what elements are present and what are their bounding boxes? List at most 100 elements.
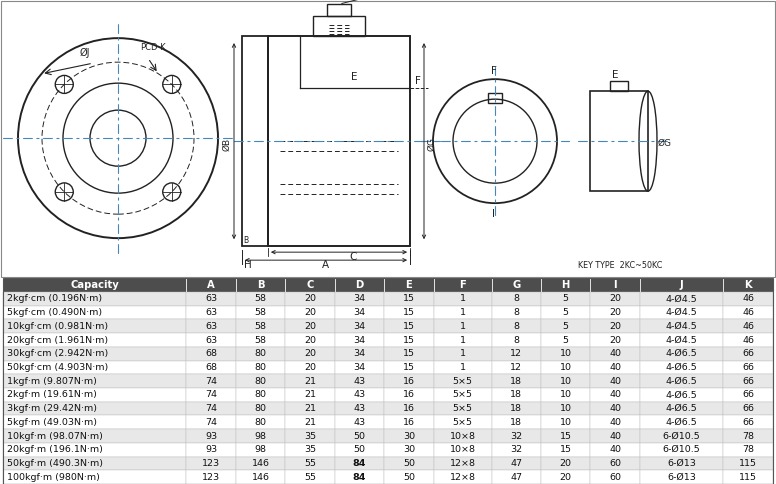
Text: 2kgf·cm (0.196N·m): 2kgf·cm (0.196N·m) bbox=[7, 294, 102, 303]
Text: 50: 50 bbox=[353, 445, 365, 454]
Text: 74: 74 bbox=[205, 377, 217, 386]
Text: 78: 78 bbox=[742, 432, 754, 440]
Text: 98: 98 bbox=[255, 432, 266, 440]
Text: 1: 1 bbox=[459, 322, 466, 331]
Text: I: I bbox=[613, 280, 617, 290]
Bar bbox=[723, 292, 773, 306]
Bar bbox=[541, 402, 591, 415]
Bar bbox=[236, 361, 286, 374]
Bar bbox=[491, 306, 541, 319]
Text: 21: 21 bbox=[304, 377, 316, 386]
Bar bbox=[186, 278, 236, 292]
Text: 43: 43 bbox=[353, 404, 365, 413]
Text: 6-Ø13: 6-Ø13 bbox=[667, 473, 696, 482]
Text: 18: 18 bbox=[511, 391, 522, 399]
Text: 84: 84 bbox=[353, 459, 366, 468]
Bar bbox=[186, 319, 236, 333]
Text: 80: 80 bbox=[255, 363, 266, 372]
Text: 10kgf·cm (0.981N·m): 10kgf·cm (0.981N·m) bbox=[7, 322, 108, 331]
Text: 5×5: 5×5 bbox=[452, 391, 473, 399]
Text: 40: 40 bbox=[609, 445, 621, 454]
Text: 66: 66 bbox=[742, 404, 754, 413]
Bar bbox=[541, 347, 591, 361]
Bar bbox=[186, 402, 236, 415]
Bar bbox=[591, 278, 640, 292]
Bar bbox=[491, 402, 541, 415]
Bar bbox=[541, 361, 591, 374]
Bar bbox=[334, 333, 384, 347]
Text: 15: 15 bbox=[403, 363, 415, 372]
Bar bbox=[286, 292, 334, 306]
Text: KEY TYPE  2KC~50KC: KEY TYPE 2KC~50KC bbox=[578, 261, 663, 270]
Text: 5×5: 5×5 bbox=[452, 377, 473, 386]
Bar bbox=[723, 333, 773, 347]
Bar bbox=[434, 278, 491, 292]
Text: 1: 1 bbox=[459, 349, 466, 358]
Text: 4-Ø4.5: 4-Ø4.5 bbox=[666, 294, 698, 303]
Text: 18: 18 bbox=[511, 404, 522, 413]
Text: 58: 58 bbox=[255, 322, 266, 331]
Bar bbox=[434, 429, 491, 443]
Bar bbox=[384, 429, 434, 443]
Bar bbox=[3, 306, 186, 319]
Text: 5×5: 5×5 bbox=[452, 418, 473, 427]
Bar bbox=[286, 333, 334, 347]
Bar bbox=[186, 443, 236, 456]
Bar bbox=[491, 415, 541, 429]
Bar bbox=[434, 347, 491, 361]
Bar bbox=[236, 278, 286, 292]
Text: 47: 47 bbox=[511, 459, 522, 468]
Bar bbox=[491, 388, 541, 402]
Bar bbox=[591, 306, 640, 319]
Text: 66: 66 bbox=[742, 418, 754, 427]
Text: 18: 18 bbox=[511, 377, 522, 386]
Bar bbox=[723, 443, 773, 456]
Text: CONNECTOR: CONNECTOR bbox=[341, 0, 452, 3]
Text: 15: 15 bbox=[403, 294, 415, 303]
Text: 55: 55 bbox=[304, 459, 316, 468]
Text: 21: 21 bbox=[304, 404, 316, 413]
Text: 80: 80 bbox=[255, 418, 266, 427]
Bar bbox=[286, 470, 334, 484]
Text: B: B bbox=[257, 280, 265, 290]
Bar bbox=[236, 374, 286, 388]
Bar bbox=[591, 443, 640, 456]
Bar bbox=[334, 361, 384, 374]
Text: 12: 12 bbox=[511, 363, 522, 372]
Text: 40: 40 bbox=[609, 363, 621, 372]
Text: 20: 20 bbox=[609, 308, 621, 317]
Text: 20: 20 bbox=[304, 294, 316, 303]
Text: 32: 32 bbox=[511, 445, 522, 454]
Bar bbox=[491, 347, 541, 361]
Bar bbox=[591, 292, 640, 306]
Text: 15: 15 bbox=[403, 349, 415, 358]
Bar bbox=[334, 319, 384, 333]
Bar bbox=[590, 91, 648, 191]
Bar bbox=[236, 347, 286, 361]
Bar bbox=[640, 456, 723, 470]
Bar bbox=[434, 456, 491, 470]
Bar bbox=[591, 402, 640, 415]
Bar bbox=[286, 361, 334, 374]
Text: 20kgf·m (196.1N·m): 20kgf·m (196.1N·m) bbox=[7, 445, 103, 454]
Text: 43: 43 bbox=[353, 391, 365, 399]
Bar bbox=[384, 347, 434, 361]
Bar bbox=[591, 388, 640, 402]
Bar bbox=[286, 319, 334, 333]
Bar bbox=[236, 306, 286, 319]
Bar bbox=[541, 292, 591, 306]
Text: 10: 10 bbox=[559, 349, 572, 358]
Text: 20: 20 bbox=[304, 335, 316, 345]
Bar bbox=[541, 278, 591, 292]
Bar bbox=[491, 319, 541, 333]
Bar bbox=[434, 443, 491, 456]
Text: 146: 146 bbox=[251, 459, 269, 468]
Text: 10kgf·m (98.07N·m): 10kgf·m (98.07N·m) bbox=[7, 432, 103, 440]
Text: E: E bbox=[612, 70, 618, 80]
Bar bbox=[3, 415, 186, 429]
Text: 66: 66 bbox=[742, 391, 754, 399]
Bar bbox=[640, 429, 723, 443]
Text: 50kgf·m (490.3N·m): 50kgf·m (490.3N·m) bbox=[7, 459, 103, 468]
Bar bbox=[591, 319, 640, 333]
Text: 15: 15 bbox=[403, 308, 415, 317]
